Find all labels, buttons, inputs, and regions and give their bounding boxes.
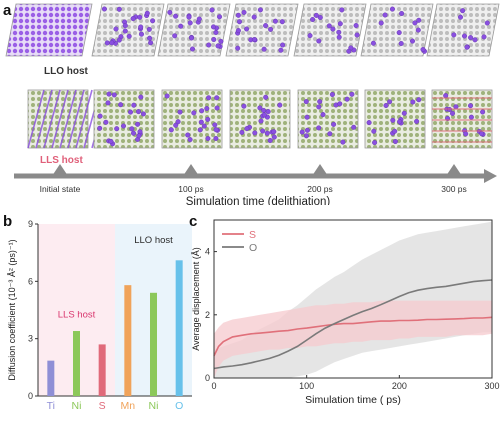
x-tick-label: Ti: [47, 400, 55, 412]
plot-frame: [213, 219, 493, 379]
y-tick-label: 3: [28, 334, 33, 344]
llo-host-label: LLO host: [44, 66, 88, 77]
llo-snapshot-6: [426, 3, 500, 57]
y-tick-label: 2: [205, 310, 210, 320]
x-tick-label: Ni: [72, 400, 82, 412]
lls-snapshot-0: [27, 89, 109, 149]
lls-snapshot-6: [431, 89, 493, 149]
lls-snapshot-2: [161, 89, 223, 149]
lls-snapshot-row: [27, 89, 493, 149]
timeline-marker-300ps: [446, 164, 462, 176]
lls-snapshot-3: [229, 89, 291, 149]
x-tick-label: Ni: [149, 400, 159, 412]
panel-b-chart: 0 3 6 9 Ti Ni S Mn Ni O LLS host LLO host Diffusion …: [7, 219, 192, 412]
bar-ni: [150, 292, 157, 396]
lls-snapshot-4: [297, 89, 359, 149]
timeline-marker-200ps: [312, 164, 328, 176]
llo-snapshot-2: [157, 3, 231, 57]
llo-snapshot-0: [5, 3, 93, 57]
x-tick-label: 0: [211, 381, 216, 391]
panel-b-letter: b: [3, 213, 13, 230]
bar-o: [175, 260, 183, 396]
y-tick-label: 0: [205, 373, 210, 383]
bar-ti: [47, 360, 55, 396]
x-tick-label: 300: [484, 381, 499, 391]
timeline-arrow: [14, 169, 497, 183]
legend-label-s: S: [249, 229, 256, 241]
bar-s: [98, 344, 106, 396]
series-line-s: [213, 316, 493, 357]
x-tick-label: 100: [299, 381, 314, 391]
llo-snapshot-5: [360, 3, 434, 57]
lls-snapshot-5: [364, 89, 426, 149]
llo-snapshot-3: [225, 3, 299, 57]
y-axis-label: Average displacement (Å): [191, 247, 201, 350]
llo-snapshot-row: [5, 3, 500, 57]
timeline-tick-100ps: 100 ps: [178, 184, 204, 194]
group-label-lls: LLS host: [58, 310, 96, 321]
llo-snapshot-1: [91, 3, 165, 57]
timeline-axis-label: Simulation time (delithiation): [186, 196, 331, 205]
x-tick-label: O: [175, 400, 183, 412]
group-label-llo: LLO host: [134, 235, 173, 246]
series-line-o: [213, 279, 493, 370]
lls-host-label: LLS host: [40, 155, 83, 166]
bar-mn: [124, 285, 132, 396]
y-tick-label: 6: [28, 276, 33, 286]
panel-a-letter: a: [3, 2, 12, 19]
y-tick-label: 9: [28, 219, 33, 229]
timeline-marker-initial: [52, 164, 68, 176]
llo-snapshot-4: [293, 3, 367, 57]
y-tick-label: 4: [205, 247, 210, 257]
timeline-marker-100ps: [183, 164, 199, 176]
x-tick-label: Mn: [121, 400, 136, 412]
legend-label-o: O: [249, 242, 257, 254]
timeline-tick-initial: Initial state: [40, 184, 81, 194]
bar-ni: [73, 331, 80, 396]
timeline-markers: [52, 164, 462, 176]
x-tick-label: 200: [392, 381, 407, 391]
panel-c-chart: 0 100 200 300 0 2 4 Simulation time ( ps) Averag…: [191, 219, 500, 406]
y-axis-label: Diffusion coefficient (10⁻³ Å² (ps)⁻¹): [7, 239, 17, 380]
panel-c-letter: c: [189, 213, 198, 230]
panel-a-graphic: Initial state 100 ps 200 ps 300 ps Simul…: [5, 3, 500, 205]
x-axis-label: Simulation time ( ps): [305, 394, 401, 406]
y-tick-label: 0: [28, 391, 33, 401]
x-tick-label: S: [99, 400, 106, 412]
timeline-tick-200ps: 200 ps: [307, 184, 333, 194]
timeline-tick-300ps: 300 ps: [441, 184, 467, 194]
lls-snapshot-1: [93, 89, 155, 149]
